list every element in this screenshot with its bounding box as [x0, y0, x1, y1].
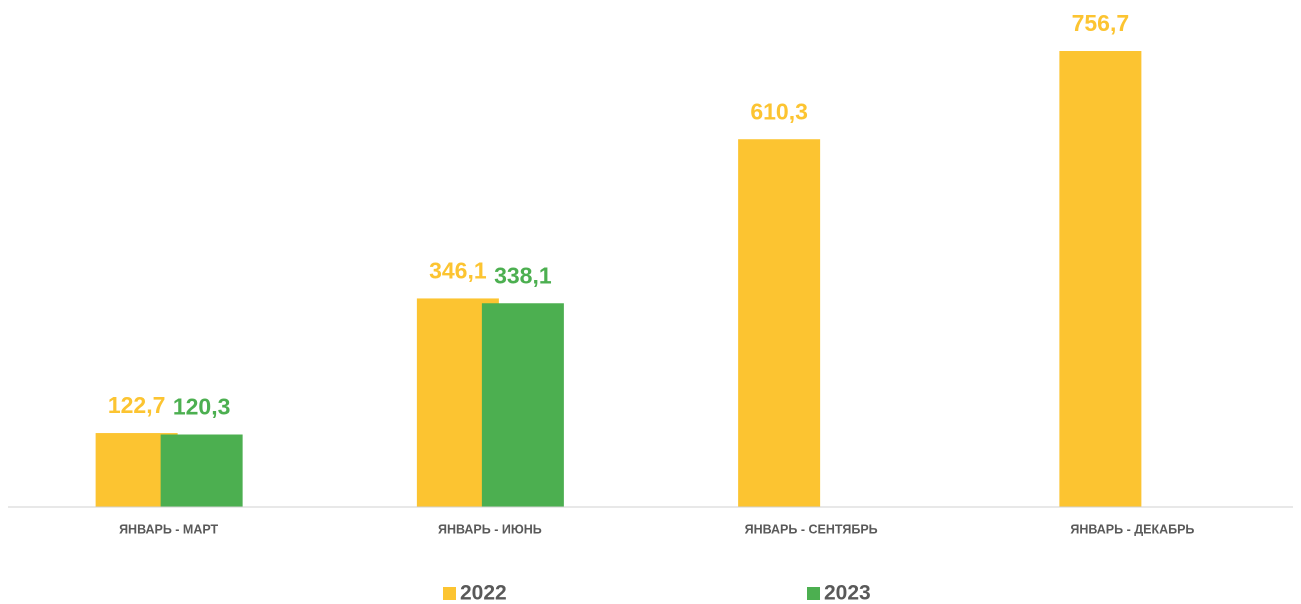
data-label: 338,1 — [494, 262, 552, 288]
x-tick-label: ЯНВАРЬ - МАРТ — [119, 522, 218, 536]
bar — [160, 434, 243, 507]
data-label: 120,3 — [173, 394, 231, 420]
legend-label: 2022 — [460, 582, 507, 604]
data-label: 122,7 — [108, 392, 166, 418]
x-tick-label: ЯНВАРЬ - ДЕКАБРЬ — [1070, 522, 1194, 536]
bar — [1059, 51, 1142, 507]
x-tick-label: ЯНВАРЬ - СЕНТЯБРЬ — [745, 522, 878, 536]
x-tick-label: ЯНВАРЬ - ИЮНЬ — [438, 522, 542, 536]
legend-label: 2023 — [824, 582, 871, 604]
data-label: 756,7 — [1072, 10, 1130, 36]
data-label: 610,3 — [750, 98, 808, 124]
bar — [738, 139, 821, 507]
legend-swatch — [807, 587, 820, 600]
bar — [481, 303, 564, 507]
legend-swatch — [443, 587, 456, 600]
data-label: 346,1 — [429, 258, 487, 284]
